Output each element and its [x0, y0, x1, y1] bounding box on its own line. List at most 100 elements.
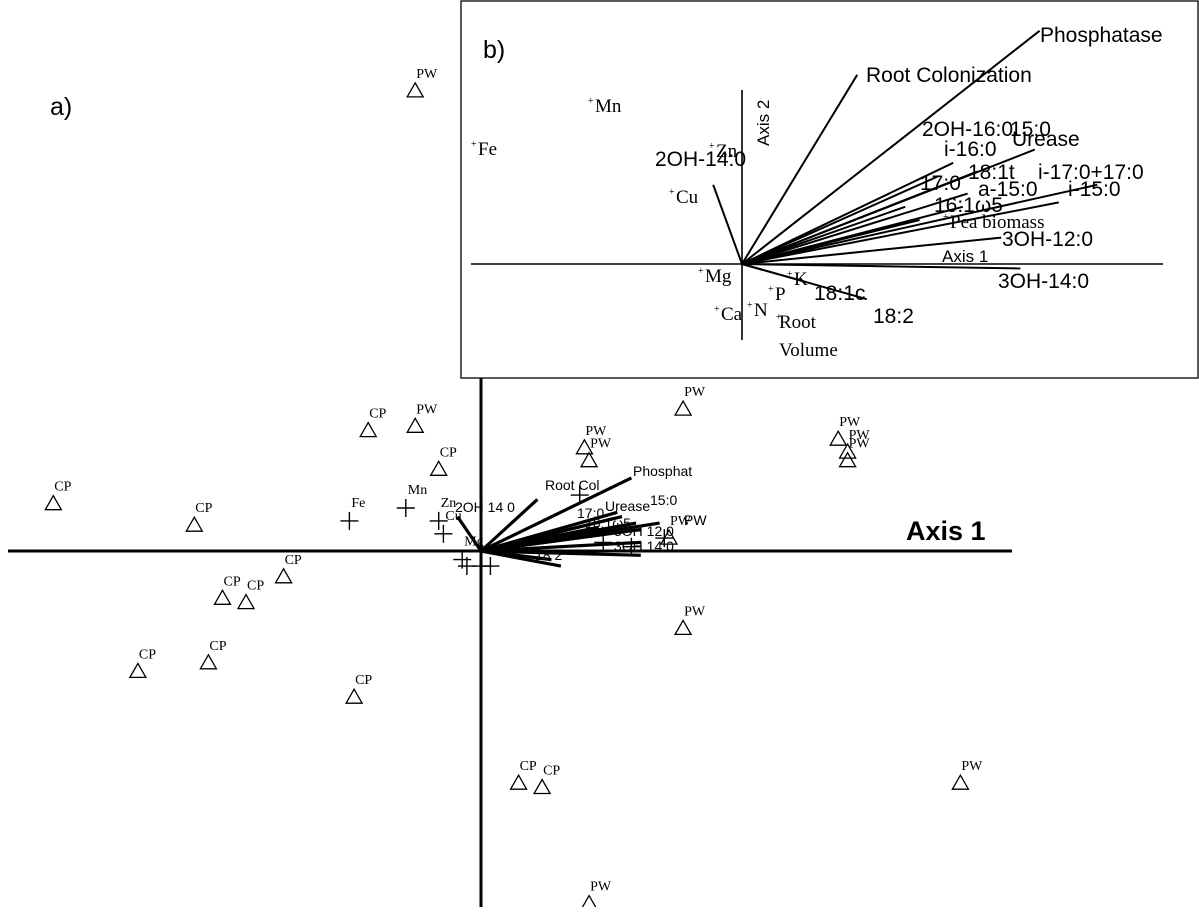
site-label-cp-19: CP — [139, 647, 156, 662]
inset-vector-2oh-14-0 — [712, 184, 743, 265]
site-marker-cp-14 — [44, 494, 63, 511]
inset-vector-urease — [741, 170, 978, 265]
site-marker-pw-4 — [829, 429, 848, 446]
vector-3oh-14-0 — [480, 549, 641, 557]
species-marker-mn — [396, 499, 415, 517]
vector-16-1-5 — [480, 532, 609, 553]
vector-label-3oh-14-0: 3OH 14 0 — [614, 538, 674, 554]
inset-species-label-pea-biomass: Pea biomass — [950, 212, 1044, 233]
site-marker-pw-3 — [579, 451, 599, 468]
species-marker-zn — [429, 511, 448, 530]
inset-axis-2-label: Axis 2 — [754, 100, 773, 146]
site-marker-pw-2 — [575, 438, 594, 455]
site-label-pw-7: PW — [416, 402, 438, 417]
vector-label-3oh-12-0: 3OH 12 0 — [614, 523, 674, 539]
site-marker-cp-12 — [359, 421, 378, 438]
site-marker-pw-1 — [673, 399, 693, 416]
inset-vector-3oh-14-0 — [741, 263, 1021, 270]
axis-1-label: Axis 1 — [906, 516, 986, 546]
species-marker-unlabelled-8 — [570, 486, 589, 505]
inset-vector-17-0 — [741, 205, 906, 265]
site-label-cp-15: CP — [195, 501, 212, 516]
site-label-cp-21: CP — [355, 673, 372, 688]
species-marker-fe — [340, 511, 359, 530]
species-label-mn: Mn — [408, 483, 427, 498]
panel-label-a: a) — [50, 93, 72, 121]
inset-vector-label-15-0: 15:0 — [1010, 118, 1051, 141]
inset-species-marker-cu: + — [669, 187, 675, 198]
vector-phosphat — [480, 476, 633, 553]
inset-species-label-mg: Mg — [705, 266, 732, 287]
inset-vector-label-a-15-0: a-15:0 — [978, 178, 1038, 201]
inset-species-marker-mg: + — [698, 266, 704, 277]
site-label-pw-9: PW — [961, 759, 983, 774]
inset-axis-1-label: Axis 1 — [942, 247, 988, 266]
vector-3oh-12-0 — [480, 540, 641, 553]
site-label-cp-22: CP — [520, 759, 537, 774]
vector-label-pw: PW — [684, 512, 707, 528]
inset-vector-label-2oh-14-0: 2OH-14:0 — [655, 148, 746, 171]
site-marker-cp-22 — [509, 773, 528, 790]
site-label-pw-1: PW — [684, 385, 706, 400]
inset-vector-label-17-0: 17:0 — [920, 172, 961, 195]
inset-species-label-root-volume: Root Volume — [779, 312, 838, 361]
inset-vector-label-root-colonization: Root Colonization — [866, 64, 1032, 87]
panel-b: Axis 1 Axis 2 Phosphatase Root Colonizatio… — [460, 0, 1199, 379]
species-marker-unlabelled-10 — [622, 537, 641, 556]
inset-vector-label-urease: Urease — [1012, 128, 1080, 151]
inset-vector-label-16-1-5: 16:1ω5 — [934, 194, 1003, 217]
site-label-cp-14: CP — [54, 480, 71, 495]
site-label-cp-13: CP — [440, 445, 457, 460]
site-label-pw-4: PW — [839, 415, 861, 430]
inset-species-label-zn: Zn — [716, 141, 738, 162]
inset-vector-2oh-16-0 — [741, 161, 954, 265]
inset-species-label-ca: Ca — [721, 304, 743, 325]
site-marker-cp-23 — [532, 778, 552, 795]
site-marker-cp-18 — [236, 593, 256, 610]
inset-vector-root-colonization — [741, 74, 859, 265]
vector-label-2oh-14-0: 2OH 14 0 — [455, 499, 515, 515]
site-marker-pw-0 — [406, 81, 425, 98]
inset-species-marker-k: + — [787, 269, 793, 280]
vector-label-15-0: 15:0 — [650, 492, 677, 508]
inset-vector-16-1-5 — [741, 219, 920, 265]
vector-label-root-col: Root Col — [545, 477, 599, 493]
inset-vector-3oh-12-0 — [741, 236, 1002, 265]
vector-root-col — [479, 498, 539, 553]
species-label-zn: Zn — [441, 496, 457, 511]
inset-species-marker-ca: + — [714, 304, 720, 315]
panel-label-b: b) — [483, 36, 505, 64]
site-marker-pw-7 — [406, 416, 425, 433]
site-marker-pw-10 — [579, 894, 599, 911]
site-label-cp-12: CP — [369, 407, 386, 422]
site-label-pw-11: PW — [670, 514, 692, 529]
site-label-pw-2: PW — [585, 424, 607, 439]
vector-label-16-1-5: 16:1ω5 — [585, 515, 631, 531]
inset-vector-label-i-17-0-17-0: i-17:0+17:0 — [1038, 161, 1144, 184]
site-marker-cp-21 — [344, 687, 364, 704]
inset-vector-label-phosphatase: Phosphatase — [1040, 24, 1163, 47]
inset-species-marker-n: + — [747, 300, 753, 311]
site-label-pw-3: PW — [590, 437, 612, 452]
site-marker-cp-16 — [274, 567, 293, 584]
inset-species-marker-p: + — [768, 284, 774, 295]
inset-vector-18-1t — [741, 192, 968, 265]
vector-label-17-0: 17:0 — [577, 505, 604, 521]
site-marker-cp-17 — [213, 588, 232, 605]
inset-vector-i-17-0-17-0 — [741, 183, 1098, 265]
site-label-pw-6: PW — [849, 437, 871, 452]
site-label-cp-23: CP — [543, 764, 560, 779]
site-marker-cp-20 — [199, 653, 218, 670]
site-label-pw-5: PW — [849, 428, 871, 443]
site-marker-pw-5 — [838, 442, 857, 459]
inset-species-label-n: N — [754, 300, 768, 321]
inset-vector-label-18-2: 18:2 — [873, 305, 914, 328]
inset-species-label-mn: Mn — [595, 96, 622, 117]
site-label-cp-17: CP — [224, 574, 241, 589]
vector-label-18-2: 18 2 — [535, 547, 562, 563]
site-label-cp-20: CP — [209, 639, 226, 654]
site-marker-pw-9 — [951, 773, 970, 790]
inset-species-label-k: K — [794, 269, 808, 290]
